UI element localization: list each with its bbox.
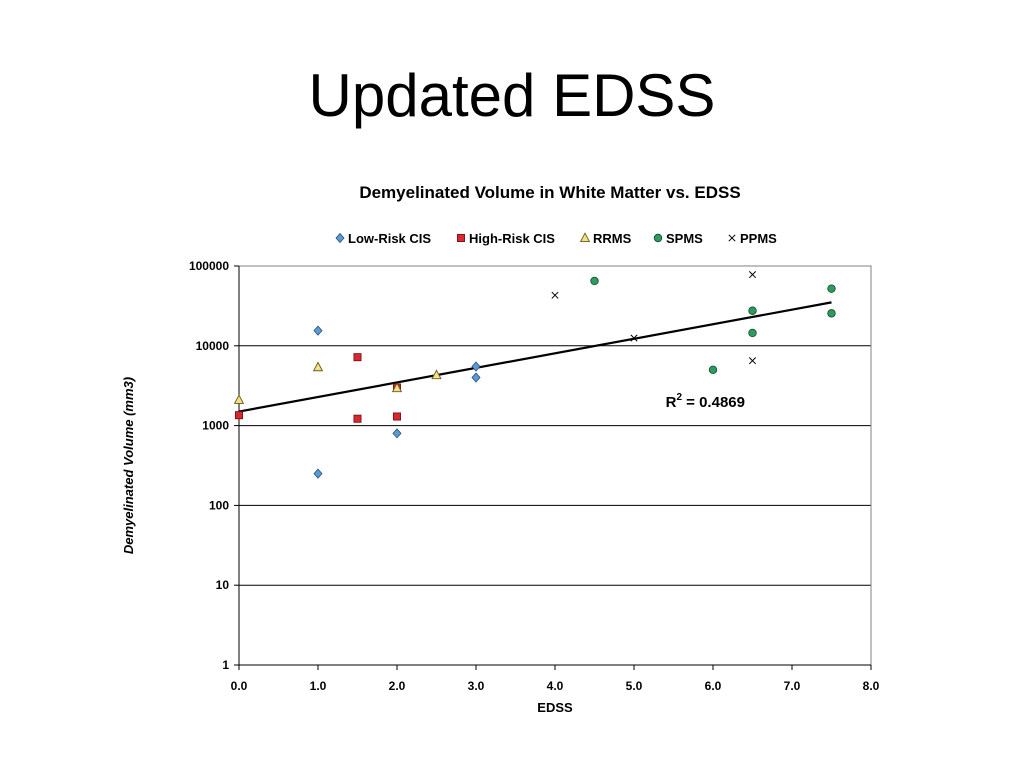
legend: Low-Risk CIS High-Risk CIS RRMS SPMS PPMS (335, 231, 777, 246)
legend-label-ppms: PPMS (740, 231, 777, 246)
r-squared-base: R (666, 394, 677, 411)
legend-item-high-risk-cis: High-Risk CIS (456, 231, 555, 246)
y-tick-label: 1000 (202, 419, 229, 433)
data-point-high-risk-cis (353, 414, 362, 423)
data-point-rrms (391, 382, 403, 393)
x-tick-label: 8.0 (863, 679, 880, 693)
legend-label-high-risk-cis: High-Risk CIS (469, 231, 555, 246)
data-point-spms (590, 276, 599, 286)
data-point-spms (827, 309, 836, 318)
legend-item-ppms: PPMS (728, 231, 777, 246)
data-point-spms (708, 365, 718, 375)
x-tick-label: 5.0 (626, 679, 643, 693)
data-point-rrms (312, 361, 324, 372)
x-marker-stroke (748, 357, 757, 365)
data-point-spms (748, 328, 757, 338)
legend-item-spms: SPMS (653, 231, 703, 246)
x-tick-label: 1.0 (310, 679, 327, 693)
x-tick-label: 4.0 (547, 679, 564, 693)
x-tick-label: 6.0 (705, 679, 722, 693)
legend-label-low-risk-cis: Low-Risk CIS (348, 231, 431, 246)
legend-marker-low-risk-cis (335, 232, 345, 244)
data-point-low-risk-cis (471, 361, 481, 372)
x-marker-stroke (551, 291, 559, 299)
data-point-spms (827, 284, 836, 293)
y-tick-label: 10000 (196, 339, 230, 353)
y-axis-title: Demyelinated Volume (mm3) (121, 377, 136, 554)
y-tick-label: 100 (209, 498, 229, 512)
grid-lines (239, 265, 871, 666)
r-squared-value: = 0.4869 (682, 394, 745, 411)
data-point-low-risk-cis (313, 325, 323, 336)
legend-label-spms: SPMS (666, 231, 703, 246)
x-tick-label: 7.0 (784, 679, 801, 693)
x-marker-stroke (728, 234, 736, 242)
data-point-low-risk-cis (392, 428, 402, 439)
x-tick-label: 3.0 (468, 679, 485, 693)
trendline-group (238, 301, 832, 413)
data-point-rrms (431, 369, 442, 380)
data-point-high-risk-cis (353, 353, 362, 362)
data-points (233, 271, 836, 479)
y-tick-label: 10 (216, 578, 230, 592)
legend-marker-rrms (579, 232, 591, 243)
legend-marker-high-risk-cis (456, 233, 465, 242)
data-point-spms (748, 306, 757, 315)
data-point-ppms (630, 334, 638, 342)
plot-area (238, 265, 872, 666)
y-tick-label: 100000 (189, 259, 229, 273)
r-squared-annotation: R2 = 0.4869 (666, 392, 745, 411)
data-point-rrms (233, 394, 245, 404)
x-marker-stroke (748, 271, 757, 279)
data-point-ppms (748, 357, 757, 365)
x-tick-label: 0.0 (231, 679, 248, 693)
data-point-ppms (551, 291, 559, 299)
chart-title: Demyelinated Volume in White Matter vs. … (359, 183, 741, 202)
tick-labels: 1 10 100 1000 10000 100000 0.0 1.0 2.0 3.0 4.0 5.0 6… (189, 259, 880, 693)
legend-item-rrms: RRMS (579, 231, 632, 246)
legend-item-low-risk-cis: Low-Risk CIS (335, 231, 431, 246)
legend-marker-spms (653, 233, 663, 243)
data-point-high-risk-cis (392, 412, 401, 421)
y-tick-label: 1 (222, 658, 229, 672)
data-point-high-risk-cis (234, 411, 243, 420)
x-tick-label: 2.0 (389, 679, 406, 693)
axes (234, 265, 872, 670)
legend-marker-ppms (728, 234, 736, 242)
slide-title: Updated EDSS (308, 62, 716, 129)
data-point-low-risk-cis (471, 372, 481, 383)
x-marker-stroke (630, 334, 638, 342)
data-point-low-risk-cis (313, 468, 323, 479)
trendline (238, 301, 832, 413)
data-point-ppms (748, 271, 757, 279)
r-squared-superscript: 2 (676, 392, 682, 403)
x-axis-title: EDSS (537, 700, 573, 715)
legend-label-rrms: RRMS (593, 231, 632, 246)
